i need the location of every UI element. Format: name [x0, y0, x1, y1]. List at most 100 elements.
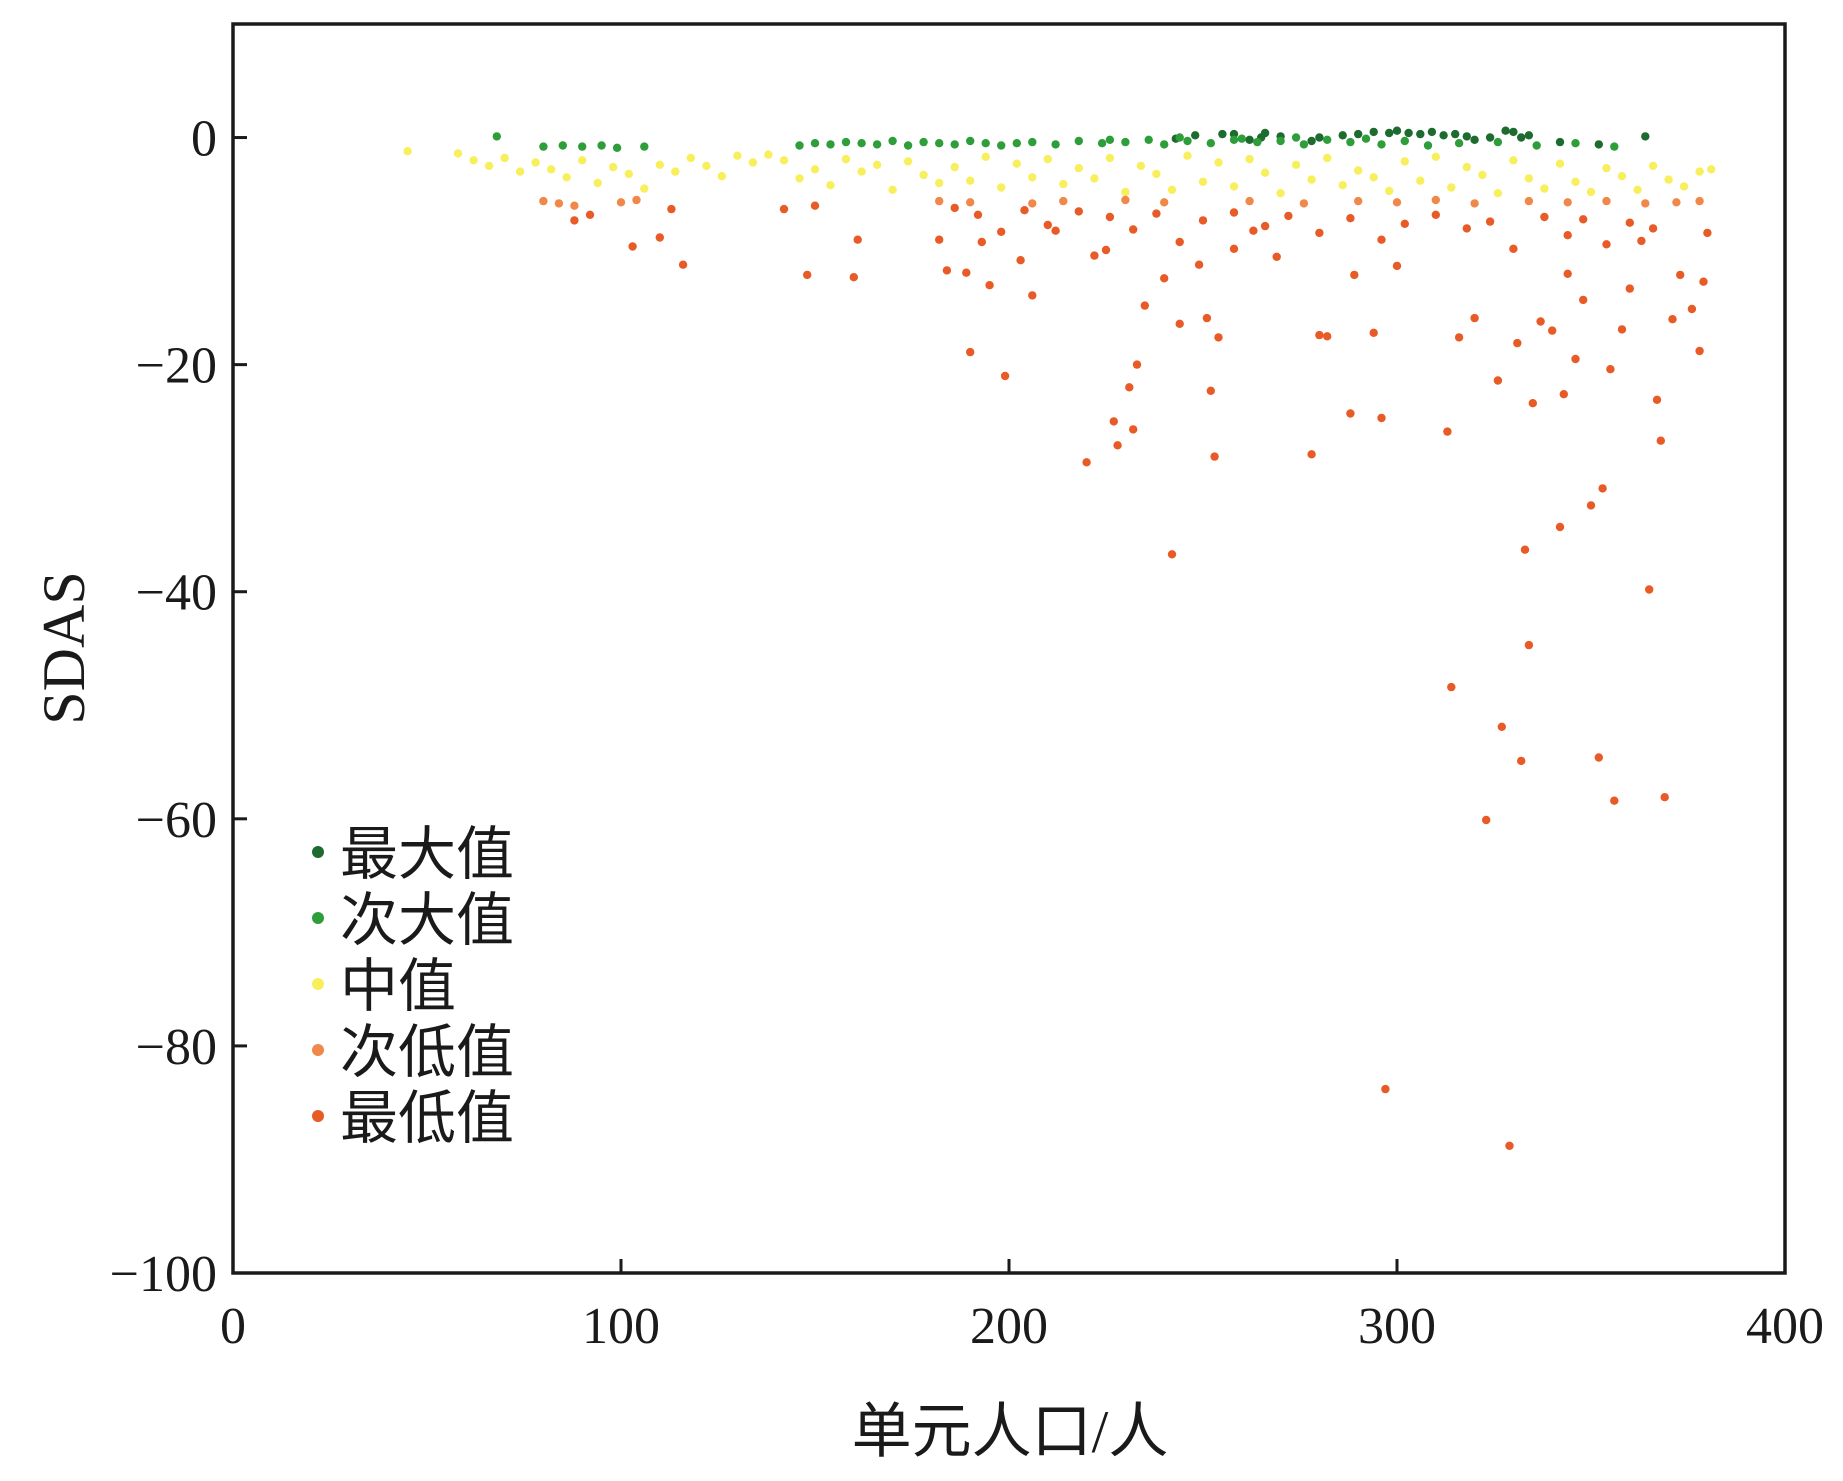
- data-point-series-1: [1051, 140, 1060, 149]
- data-point-series-4: [1431, 210, 1441, 219]
- data-point-series-4: [1524, 640, 1534, 650]
- data-point-series-4: [1699, 277, 1708, 286]
- data-point-series-2: [500, 153, 509, 163]
- data-point-series-1: [1377, 140, 1386, 149]
- data-point-series-2: [609, 162, 618, 172]
- data-point-series-3: [1470, 199, 1479, 208]
- data-point-series-0: [1485, 133, 1495, 142]
- y-tick-label: −100: [110, 1246, 217, 1303]
- data-point-series-4: [1175, 319, 1184, 328]
- data-point-series-0: [1245, 135, 1254, 144]
- data-point-series-4: [1229, 208, 1239, 217]
- data-point-series-2: [810, 165, 820, 174]
- data-point-series-2: [547, 165, 556, 174]
- data-point-series-4: [1000, 371, 1010, 381]
- data-point-series-4: [803, 270, 812, 280]
- data-point-series-1: [1610, 142, 1619, 151]
- data-point-series-4: [1284, 211, 1293, 221]
- data-point-series-4: [1175, 237, 1184, 247]
- data-point-series-1: [1291, 133, 1301, 142]
- data-point-series-4: [1307, 450, 1316, 459]
- data-point-series-4: [1617, 325, 1627, 334]
- data-point-series-4: [1260, 221, 1270, 231]
- legend-label: 最低值: [340, 1086, 514, 1151]
- data-point-series-4: [1198, 216, 1208, 225]
- data-point-series-4: [942, 266, 952, 275]
- data-point-series-4: [1676, 270, 1685, 280]
- data-point-series-4: [1571, 354, 1580, 364]
- data-point-series-3: [1121, 195, 1130, 205]
- data-point-series-2: [857, 167, 866, 176]
- data-point-series-0: [1385, 128, 1394, 138]
- data-point-series-4: [973, 210, 983, 219]
- data-point-series-4: [1043, 220, 1053, 230]
- data-point-series-4: [1210, 452, 1219, 461]
- data-point-series-4: [628, 242, 637, 251]
- data-point-series-0: [1594, 140, 1604, 149]
- data-point-series-2: [1059, 179, 1068, 189]
- data-point-series-2: [1198, 177, 1208, 186]
- data-point-series-2: [1664, 175, 1673, 184]
- data-point-series-4: [1082, 458, 1091, 467]
- data-point-series-4: [1346, 214, 1355, 223]
- data-point-series-1: [1074, 136, 1084, 146]
- data-point-series-2: [795, 174, 804, 183]
- data-point-series-1: [539, 142, 548, 151]
- data-point-series-1: [1361, 134, 1371, 143]
- y-tick-label: −20: [136, 338, 217, 395]
- data-point-series-4: [1160, 274, 1169, 283]
- data-point-series-4: [1129, 225, 1138, 234]
- data-point-series-4: [849, 273, 858, 282]
- data-point-series-1: [578, 142, 587, 151]
- data-point-series-2: [950, 162, 959, 172]
- data-point-series-2: [903, 157, 913, 166]
- data-point-series-4: [1454, 333, 1464, 342]
- data-point-series-2: [624, 169, 633, 179]
- data-point-series-4: [1377, 413, 1386, 423]
- data-point-series-2: [655, 160, 664, 169]
- data-point-series-3: [966, 198, 975, 207]
- data-point-series-2: [1447, 183, 1456, 192]
- data-point-series-2: [1323, 153, 1332, 163]
- data-point-series-2: [966, 176, 975, 185]
- data-point-series-2: [686, 153, 695, 163]
- data-point-series-1: [1183, 136, 1192, 146]
- data-point-series-0: [1641, 132, 1650, 141]
- data-point-series-3: [1028, 199, 1037, 208]
- data-point-series-2: [981, 152, 990, 161]
- data-point-series-4: [1377, 235, 1386, 244]
- data-point-series-1: [612, 143, 622, 152]
- data-point-series-4: [1090, 251, 1099, 260]
- data-point-series-0: [1462, 132, 1472, 141]
- data-point-series-0: [1218, 129, 1227, 139]
- data-point-series-4: [1563, 269, 1572, 278]
- data-point-series-4: [1443, 427, 1452, 436]
- legend-label: 次低值: [340, 1020, 514, 1085]
- data-point-series-2: [1400, 157, 1410, 166]
- y-axis-title: SDAS: [31, 571, 97, 724]
- x-tick-label: 0: [220, 1298, 246, 1355]
- data-point-series-4: [966, 347, 975, 357]
- data-point-series-2: [1524, 174, 1534, 183]
- x-tick-label: 100: [582, 1298, 660, 1355]
- data-point-series-4: [1555, 522, 1565, 532]
- data-point-series-1: [1175, 133, 1184, 142]
- data-point-series-2: [1074, 164, 1084, 173]
- data-point-series-2: [1540, 184, 1549, 193]
- data-point-series-1: [1028, 137, 1037, 147]
- data-point-series-4: [1520, 545, 1530, 554]
- data-point-series-1: [950, 140, 959, 149]
- data-point-series-2: [1229, 182, 1239, 191]
- data-point-series-4: [1350, 270, 1359, 280]
- data-point-series-3: [1563, 198, 1572, 207]
- data-point-series-2: [1291, 160, 1301, 169]
- data-point-series-4: [1113, 441, 1122, 450]
- data-point-series-4: [1602, 240, 1611, 249]
- data-point-series-3: [616, 198, 626, 207]
- data-point-series-1: [1276, 136, 1285, 146]
- data-point-series-4: [1625, 284, 1635, 293]
- data-point-series-4: [1028, 291, 1037, 300]
- data-point-series-1: [1571, 139, 1580, 148]
- data-point-series-4: [1563, 231, 1572, 240]
- data-point-series-4: [1594, 753, 1604, 762]
